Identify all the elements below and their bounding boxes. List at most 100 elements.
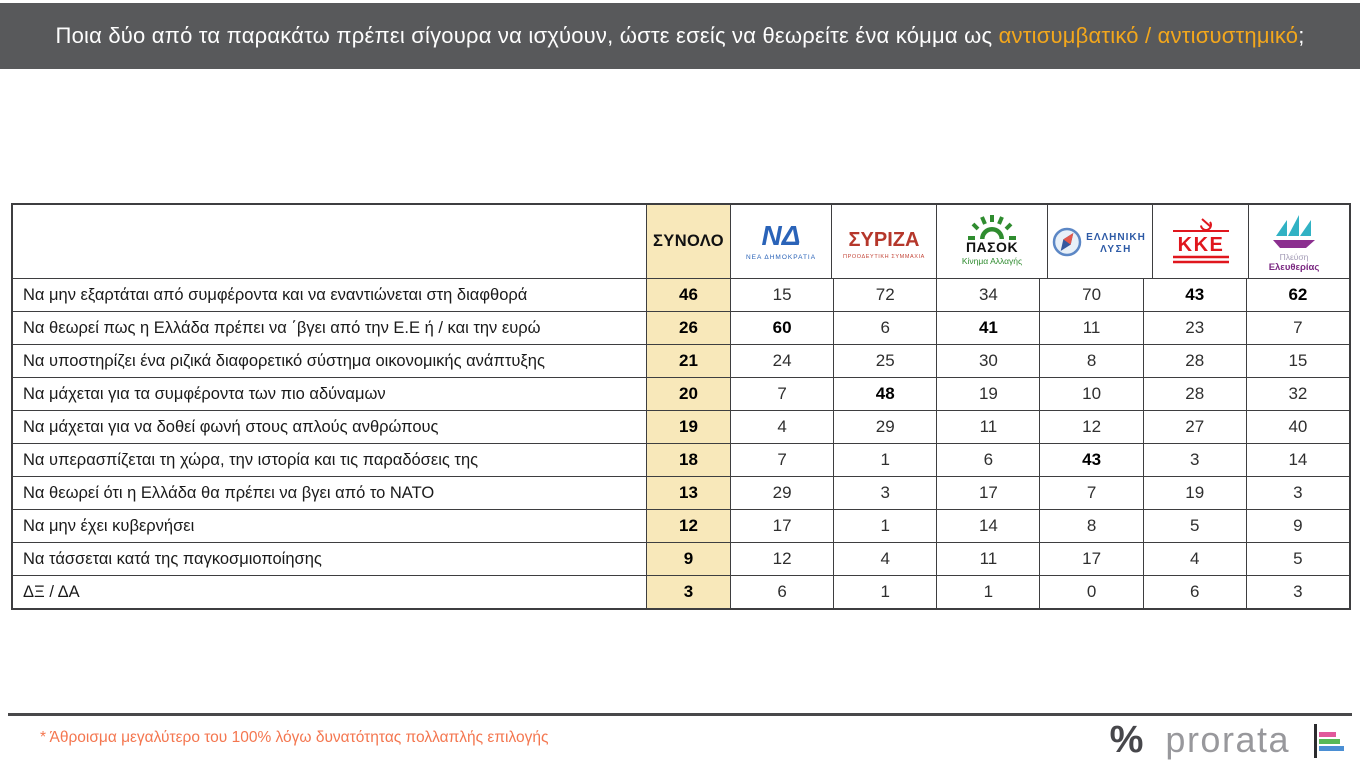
pasok-logo-icon: ΠΑΣΟΚ Κίνημα Αλλαγής (962, 214, 1022, 266)
total-value: 3 (646, 575, 730, 608)
kke-logo-icon: ΚΚΕ (1172, 217, 1229, 263)
row-label: ΔΞ / ΔΑ (13, 575, 646, 608)
party-value: 29 (730, 476, 834, 509)
party-value: 10 (1039, 377, 1143, 410)
total-value: 13 (646, 476, 730, 509)
party-value: 11 (936, 542, 1040, 575)
footnote: * Άθροισμα μεγαλύτερο του 100% λόγω δυνα… (40, 729, 549, 746)
party-value: 28 (1142, 344, 1246, 377)
party-value: 3 (1142, 443, 1246, 476)
party-value: 23 (1142, 311, 1246, 344)
party-value: 6 (1142, 575, 1246, 608)
party-value: 72 (833, 278, 937, 311)
syriza-logo-icon: ΣΥΡΙΖΑ ΠΡΟΟΔΕΥΤΙΚΗ ΣΥΜΜΑΧΙΑ (843, 229, 925, 260)
table-row: Να τάσσεται κατά της παγκοσμιοποίησης 9 12… (13, 542, 1349, 575)
pasok-logo-mark: ΠΑΣΟΚ (966, 239, 1018, 255)
party-value: 3 (1245, 575, 1349, 608)
syriza-logo-caption: ΠΡΟΟΔΕΥΤΙΚΗ ΣΥΜΜΑΧΙΑ (843, 254, 925, 260)
party-value: 9 (1245, 509, 1349, 542)
party-value: 12 (730, 542, 834, 575)
party-value: 15 (1245, 344, 1349, 377)
total-column-header: ΣΥΝΟΛΟ (646, 205, 730, 278)
row-label: Να μάχεται για τα συμφέροντα των πιο αδύ… (13, 377, 646, 410)
row-label: Να θεωρεί ότι η Ελλάδα θα πρέπει να βγει… (13, 476, 646, 509)
party-value: 8 (1039, 509, 1143, 542)
table-row: ΔΞ / ΔΑ 3 6 1 1 0 6 3 (13, 575, 1349, 608)
party-value: 17 (936, 476, 1040, 509)
party-value: 1 (936, 575, 1040, 608)
party-value: 19 (1142, 476, 1246, 509)
party-value: 32 (1245, 377, 1349, 410)
party-value: 12 (1039, 410, 1143, 443)
party-value: 62 (1245, 278, 1349, 311)
table-row: Να μην εξαρτάται από συμφέροντα και να ε… (13, 278, 1349, 311)
prorata-logo: % prorata (1110, 716, 1346, 764)
elliniki-lysi-logo-icon: ΕΛΛΗΝΙΚΗ ΛΥΣΗ (1052, 227, 1146, 256)
compass-needle (1060, 232, 1074, 251)
nd-logo-mark: ΝΔ (761, 220, 800, 251)
party-value: 4 (1142, 542, 1246, 575)
party-value: 3 (1245, 476, 1349, 509)
nd-logo-icon: ΝΔ ΝΕΑ ΔΗΜΟΚΡΑΤΙΑ (746, 220, 815, 261)
question-bar: Ποια δύο από τα παρακάτω πρέπει σίγουρα … (0, 3, 1360, 69)
question-suffix: ; (1298, 23, 1305, 48)
party-header-syriza: ΣΥΡΙΖΑ ΠΡΟΟΔΕΥΤΙΚΗ ΣΥΜΜΑΧΙΑ (831, 205, 936, 278)
bar-chart-icon (1314, 724, 1344, 758)
party-value: 34 (936, 278, 1040, 311)
total-value: 19 (646, 410, 730, 443)
party-value: 27 (1142, 410, 1246, 443)
party-value: 43 (1142, 278, 1246, 311)
party-value: 1 (833, 443, 937, 476)
party-value: 24 (730, 344, 834, 377)
brand-name: prorata (1165, 719, 1290, 760)
party-value: 25 (833, 344, 937, 377)
results-table: ΣΥΝΟΛΟ ΝΔ ΝΕΑ ΔΗΜΟΚΡΑΤΙΑ ΣΥΡΙΖΑ ΠΡΟΟΔΕΥΤ… (11, 203, 1351, 610)
header-empty-cell (13, 205, 646, 278)
total-value: 12 (646, 509, 730, 542)
table-row: Να μάχεται για να δοθεί φωνή στους απλού… (13, 410, 1349, 443)
party-value: 6 (936, 443, 1040, 476)
party-value: 17 (1039, 542, 1143, 575)
footer-divider (8, 713, 1352, 716)
pleusi-line2: Ελευθερίας (1269, 262, 1320, 273)
elliniki-lysi-line1: ΕΛΛΗΝΙΚΗ (1086, 232, 1146, 243)
party-value: 3 (833, 476, 937, 509)
party-value: 6 (833, 311, 937, 344)
party-value: 0 (1039, 575, 1143, 608)
sickle (1199, 220, 1212, 231)
party-value: 14 (1245, 443, 1349, 476)
pleusi-line1: Πλεύση (1280, 252, 1309, 262)
party-header-kke: ΚΚΕ (1152, 205, 1248, 278)
sailboat (1273, 214, 1315, 248)
table-row: Να υπερασπίζεται τη χώρα, την ιστορία κα… (13, 443, 1349, 476)
party-value: 30 (936, 344, 1040, 377)
pasok-sun-rays (968, 214, 1016, 240)
percent-icon: % (1109, 718, 1144, 761)
party-value: 7 (730, 443, 834, 476)
row-label: Να τάσσεται κατά της παγκοσμιοποίησης (13, 542, 646, 575)
party-value: 6 (730, 575, 834, 608)
table-header-row: ΣΥΝΟΛΟ ΝΔ ΝΕΑ ΔΗΜΟΚΡΑΤΙΑ ΣΥΡΙΖΑ ΠΡΟΟΔΕΥΤ… (13, 205, 1349, 278)
hammer (1200, 217, 1212, 228)
party-value: 11 (1039, 311, 1143, 344)
party-header-pasok: ΠΑΣΟΚ Κίνημα Αλλαγής (936, 205, 1047, 278)
total-value: 9 (646, 542, 730, 575)
row-label: Να υποστηρίζει ένα ριζικά διαφορετικό σύ… (13, 344, 646, 377)
total-value: 18 (646, 443, 730, 476)
table-row: Να υποστηρίζει ένα ριζικά διαφορετικό σύ… (13, 344, 1349, 377)
party-value: 11 (936, 410, 1040, 443)
total-value: 20 (646, 377, 730, 410)
total-value: 46 (646, 278, 730, 311)
party-value: 41 (936, 311, 1040, 344)
table-body: Να μην εξαρτάται από συμφέροντα και να ε… (13, 278, 1349, 608)
party-value: 4 (833, 542, 937, 575)
party-value: 1 (833, 509, 937, 542)
row-label: Να μάχεται για να δοθεί φωνή στους απλού… (13, 410, 646, 443)
party-value: 8 (1039, 344, 1143, 377)
row-label: Να μην εξαρτάται από συμφέροντα και να ε… (13, 278, 646, 311)
party-value: 48 (833, 377, 937, 410)
party-value: 40 (1245, 410, 1349, 443)
party-value: 7 (1039, 476, 1143, 509)
party-value: 29 (833, 410, 937, 443)
